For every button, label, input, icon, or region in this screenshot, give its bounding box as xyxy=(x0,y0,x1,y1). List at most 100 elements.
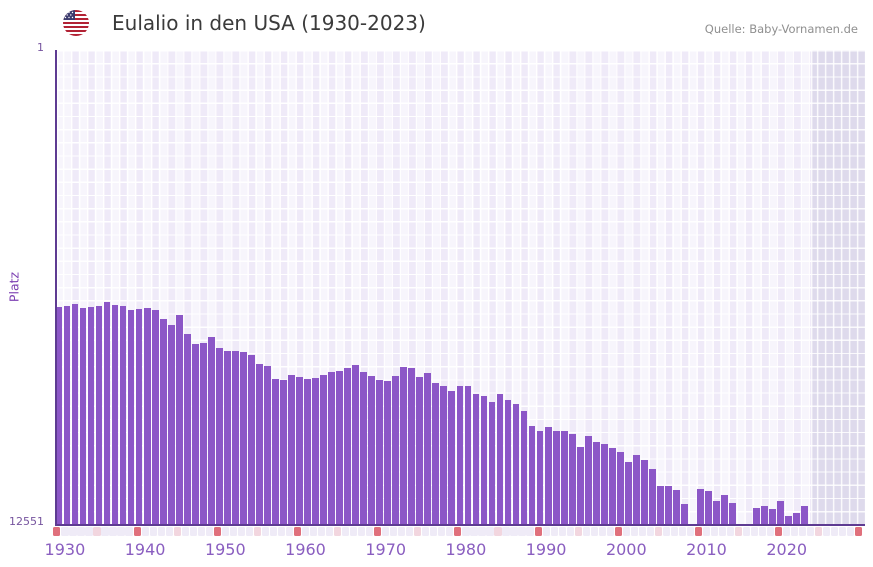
chart-bar[interactable] xyxy=(416,376,424,524)
chart-bar[interactable] xyxy=(320,374,327,524)
chart-bar[interactable] xyxy=(408,368,416,524)
chart-bar[interactable] xyxy=(552,431,560,524)
chart-bar[interactable] xyxy=(207,337,215,524)
chart-bar[interactable] xyxy=(657,486,664,524)
chart-bar[interactable] xyxy=(392,375,400,524)
chart-bar[interactable] xyxy=(159,319,167,524)
chart-bar[interactable] xyxy=(480,395,488,524)
chart-bar[interactable] xyxy=(681,503,688,524)
ruler-year-tick xyxy=(301,527,310,536)
chart-bar[interactable] xyxy=(368,375,376,524)
chart-bar[interactable] xyxy=(57,306,63,524)
ruler-half-decade-tick xyxy=(735,527,743,536)
source-link[interactable]: Quelle: Baby-Vornamen.de xyxy=(704,22,858,36)
chart-bar[interactable] xyxy=(135,309,143,524)
chart-bar[interactable] xyxy=(472,394,480,524)
chart-bar[interactable] xyxy=(119,305,127,524)
chart-bar[interactable] xyxy=(127,309,135,524)
chart-bar[interactable] xyxy=(777,500,785,524)
chart-bar[interactable] xyxy=(175,314,183,524)
chart-bar[interactable] xyxy=(705,491,712,524)
chart-bar[interactable] xyxy=(63,306,71,524)
ruler-year-tick xyxy=(566,527,574,536)
chart-bar[interactable] xyxy=(528,425,536,524)
chart-bar[interactable] xyxy=(400,366,408,524)
chart-bar[interactable] xyxy=(199,342,207,524)
chart-bar[interactable] xyxy=(576,447,584,524)
chart-bar[interactable] xyxy=(151,309,159,524)
chart-bar[interactable] xyxy=(753,508,761,524)
chart-bar[interactable] xyxy=(544,426,552,524)
chart-bar[interactable] xyxy=(536,431,544,524)
chart-bar[interactable] xyxy=(304,378,311,524)
chart-bar[interactable] xyxy=(560,431,568,524)
chart-bar[interactable] xyxy=(496,393,504,524)
ruler-half-decade-tick xyxy=(334,527,342,536)
chart-bar[interactable] xyxy=(648,468,656,524)
chart-bar[interactable] xyxy=(256,364,263,524)
chart-bar[interactable] xyxy=(95,306,103,524)
chart-bar[interactable] xyxy=(673,490,680,524)
chart-bar[interactable] xyxy=(111,304,119,524)
chart-bar[interactable] xyxy=(488,401,496,524)
chart-bar[interactable] xyxy=(280,380,287,524)
chart-bar[interactable] xyxy=(713,500,720,524)
chart-bar[interactable] xyxy=(584,436,592,524)
chart-bar[interactable] xyxy=(512,404,520,524)
chart-bar[interactable] xyxy=(697,488,704,524)
chart-bar[interactable] xyxy=(448,391,456,524)
chart-bar[interactable] xyxy=(103,301,111,524)
ruler-year-tick xyxy=(710,527,719,536)
chart-bar[interactable] xyxy=(239,351,247,524)
chart-bar[interactable] xyxy=(296,377,303,524)
chart-bar[interactable] xyxy=(424,373,432,524)
chart-bar[interactable] xyxy=(191,343,199,524)
chart-bar[interactable] xyxy=(71,304,79,524)
chart-bar[interactable] xyxy=(456,386,464,524)
chart-bar[interactable] xyxy=(312,377,319,524)
chart-bar[interactable] xyxy=(376,379,384,524)
chart-bar[interactable] xyxy=(79,308,87,524)
chart-bar[interactable] xyxy=(336,370,343,524)
chart-bar[interactable] xyxy=(215,347,223,524)
chart-bar[interactable] xyxy=(568,434,576,524)
chart-bar[interactable] xyxy=(272,378,279,524)
chart-bar[interactable] xyxy=(87,306,95,524)
chart-bar[interactable] xyxy=(721,494,728,524)
chart-bar[interactable] xyxy=(616,451,624,524)
chart-bar[interactable] xyxy=(769,509,777,524)
chart-bar[interactable] xyxy=(352,364,360,524)
chart-bar[interactable] xyxy=(264,365,271,524)
chart-bar[interactable] xyxy=(520,411,528,524)
chart-bar[interactable] xyxy=(729,503,736,524)
chart-bar[interactable] xyxy=(504,400,512,524)
chart-bar[interactable] xyxy=(288,375,295,524)
chart-bar[interactable] xyxy=(624,462,632,524)
chart-bar[interactable] xyxy=(432,383,440,524)
chart-bar[interactable] xyxy=(640,460,648,524)
chart-bar[interactable] xyxy=(592,442,600,524)
chart-bar[interactable] xyxy=(344,367,352,524)
chart-bar[interactable] xyxy=(600,444,608,524)
ruler-half-decade-tick xyxy=(654,527,662,536)
chart-bar[interactable] xyxy=(384,380,392,524)
chart-bar[interactable] xyxy=(143,308,151,524)
chart-bar[interactable] xyxy=(785,516,793,524)
chart-bar[interactable] xyxy=(464,386,472,524)
ruler-year-tick xyxy=(630,527,638,536)
ruler-decade-tick xyxy=(293,527,302,536)
chart-bar[interactable] xyxy=(608,448,616,524)
chart-bar[interactable] xyxy=(440,386,448,524)
chart-bar[interactable] xyxy=(761,505,769,524)
chart-bar[interactable] xyxy=(360,371,368,524)
chart-bar[interactable] xyxy=(801,505,809,524)
chart-bar[interactable] xyxy=(167,324,175,524)
chart-bar[interactable] xyxy=(793,512,801,524)
chart-bar[interactable] xyxy=(665,486,672,524)
chart-bar[interactable] xyxy=(231,350,239,524)
chart-bar[interactable] xyxy=(223,350,231,524)
chart-bar[interactable] xyxy=(183,334,191,524)
chart-bar[interactable] xyxy=(632,454,640,524)
chart-bar[interactable] xyxy=(247,355,255,524)
chart-bar[interactable] xyxy=(328,371,335,524)
